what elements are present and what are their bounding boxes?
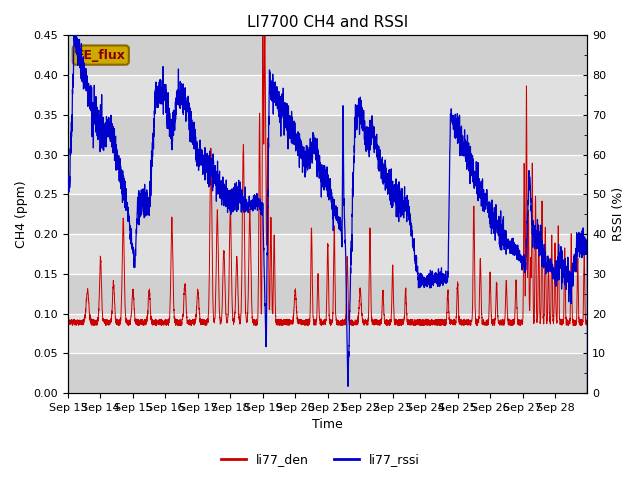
X-axis label: Time: Time xyxy=(312,419,343,432)
Bar xyxy=(68,274,588,313)
Legend: li77_den, li77_rssi: li77_den, li77_rssi xyxy=(216,448,424,471)
Bar xyxy=(68,194,588,234)
Text: EE_flux: EE_flux xyxy=(76,48,125,61)
Bar xyxy=(68,353,588,393)
Bar xyxy=(68,115,588,155)
Bar xyxy=(68,36,588,75)
Y-axis label: CH4 (ppm): CH4 (ppm) xyxy=(15,180,28,248)
Title: LI7700 CH4 and RSSI: LI7700 CH4 and RSSI xyxy=(247,15,408,30)
Y-axis label: RSSI (%): RSSI (%) xyxy=(612,187,625,241)
